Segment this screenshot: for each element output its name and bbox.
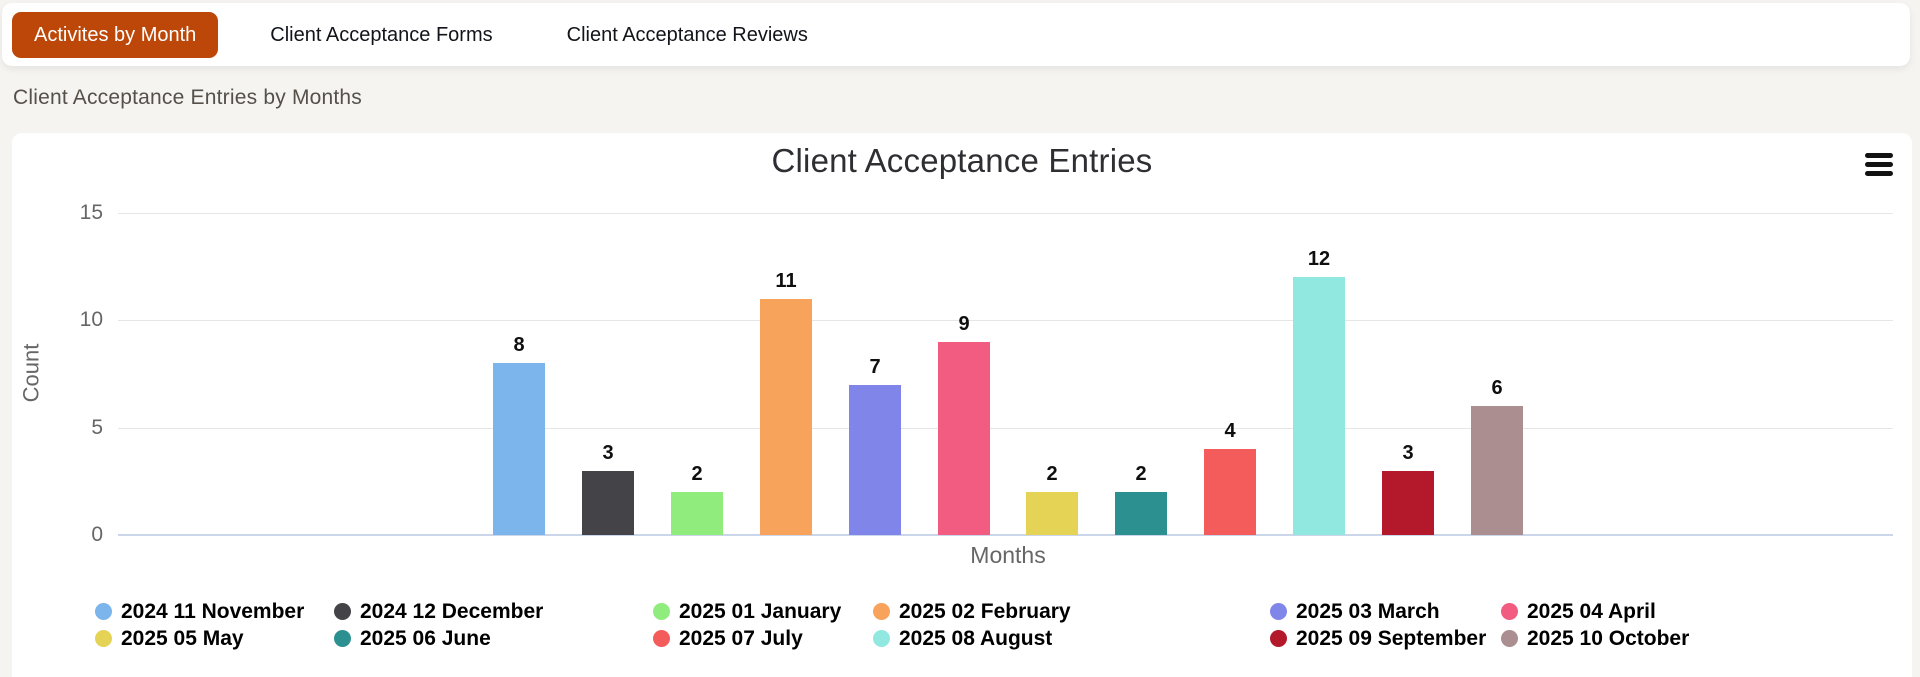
legend-marker-icon [95, 602, 112, 620]
bar-2025-01-january[interactable] [671, 492, 723, 535]
y-tick-label: 5 [91, 416, 103, 439]
legend-item-label: 2025 04 April [1527, 599, 1656, 623]
y-tick-label: 10 [79, 308, 103, 331]
legend-item-2025-09-september[interactable]: 2025 09 September [1270, 625, 1486, 651]
legend-marker-icon [653, 602, 670, 620]
bar-2025-03-march[interactable] [849, 385, 901, 535]
bar-2025-09-september[interactable] [1382, 471, 1434, 535]
bar-value-label: 8 [513, 334, 525, 356]
legend-item-2024-12-december[interactable]: 2024 12 December [334, 598, 543, 624]
x-axis-line [118, 534, 1893, 536]
legend-marker-icon [1501, 629, 1518, 647]
legend-item-2025-03-march[interactable]: 2025 03 March [1270, 598, 1440, 624]
bar-2025-07-july[interactable] [1204, 449, 1256, 535]
legend-marker-icon [95, 629, 112, 647]
y-axis-title: Count [18, 343, 43, 403]
bar-value-label: 4 [1224, 420, 1236, 442]
legend-item-2025-04-april[interactable]: 2025 04 April [1501, 598, 1656, 624]
section-title: Client Acceptance Entries by Months [13, 86, 363, 109]
legend-marker-icon [334, 602, 351, 620]
bar-value-label: 11 [775, 270, 797, 292]
y-tick-label: 15 [79, 201, 103, 224]
bar-2024-11-november[interactable] [493, 363, 545, 535]
bar-value-label: 2 [1046, 463, 1058, 485]
bar-value-label: 3 [1402, 442, 1414, 464]
tab-client-acceptance-reviews[interactable]: Client Acceptance Reviews [566, 23, 808, 46]
tab-client-acceptance-forms[interactable]: Client Acceptance Forms [270, 23, 493, 46]
x-axis-title: Months [970, 542, 1046, 568]
bar-2025-04-april[interactable] [938, 342, 990, 535]
bar-2024-12-december[interactable] [582, 471, 634, 535]
bar-value-label: 9 [958, 313, 970, 335]
bar-2025-02-february[interactable] [760, 299, 812, 535]
legend-item-label: 2025 08 August [899, 626, 1053, 650]
legend-item-label: 2025 05 May [121, 626, 244, 650]
y-tick-label: 0 [91, 523, 103, 546]
legend-item-label: 2025 07 July [679, 626, 803, 650]
tab-bar: Activites by Month Client Acceptance For… [2, 3, 1910, 66]
legend-marker-icon [873, 602, 890, 620]
hamburger-icon [1865, 153, 1893, 158]
chart-card: Client Acceptance Entries Count 0 5 10 15 8 3… [12, 133, 1912, 677]
legend-item-label: 2025 01 January [679, 599, 842, 623]
gridline [118, 428, 1893, 429]
legend-item-2025-05-may[interactable]: 2025 05 May [95, 625, 244, 651]
bar-value-label: 2 [691, 463, 703, 485]
bar-2025-10-october[interactable] [1471, 406, 1523, 535]
legend-item-label: 2025 09 September [1296, 626, 1487, 650]
legend-item-2024-11-november[interactable]: 2024 11 November [95, 598, 304, 624]
bar-2025-05-may[interactable] [1026, 492, 1078, 535]
bar-value-label: 7 [869, 356, 881, 378]
hamburger-icon [1865, 162, 1893, 167]
bar-value-label: 3 [602, 442, 614, 464]
legend-marker-icon [334, 629, 351, 647]
bar-value-label: 12 [1307, 248, 1331, 270]
legend-item-2025-10-october[interactable]: 2025 10 October [1501, 625, 1689, 651]
legend-item-label: 2025 03 March [1296, 599, 1440, 623]
legend-item-label: 2025 02 February [899, 599, 1071, 623]
bar-value-label: 2 [1135, 463, 1147, 485]
legend-item-2025-01-january[interactable]: 2025 01 January [653, 598, 841, 624]
bar-value-label: 6 [1491, 377, 1503, 399]
chart-title: Client Acceptance Entries [771, 142, 1153, 179]
legend-item-label: 2024 12 December [360, 599, 544, 623]
gridline [118, 320, 1893, 321]
tab-activities-by-month[interactable]: Activites by Month [12, 11, 219, 58]
bar-2025-06-june[interactable] [1115, 492, 1167, 535]
gridline [118, 213, 1893, 214]
legend-marker-icon [873, 629, 890, 647]
legend-marker-icon [653, 629, 670, 647]
legend-marker-icon [1501, 602, 1518, 620]
legend-marker-icon [1270, 629, 1287, 647]
legend-item-2025-08-august[interactable]: 2025 08 August [873, 625, 1052, 651]
legend-item-label: 2025 06 June [360, 626, 491, 650]
hamburger-icon [1865, 171, 1893, 176]
legend-item-2025-02-february[interactable]: 2025 02 February [873, 598, 1071, 624]
legend-marker-icon [1270, 602, 1287, 620]
legend-item-label: 2024 11 November [121, 599, 305, 623]
legend-item-label: 2025 10 October [1527, 626, 1690, 650]
legend-item-2025-07-july[interactable]: 2025 07 July [653, 625, 803, 651]
chart-context-menu-button[interactable] [1864, 151, 1894, 178]
legend-item-2025-06-june[interactable]: 2025 06 June [334, 625, 491, 651]
bar-2025-08-august[interactable] [1293, 277, 1345, 535]
